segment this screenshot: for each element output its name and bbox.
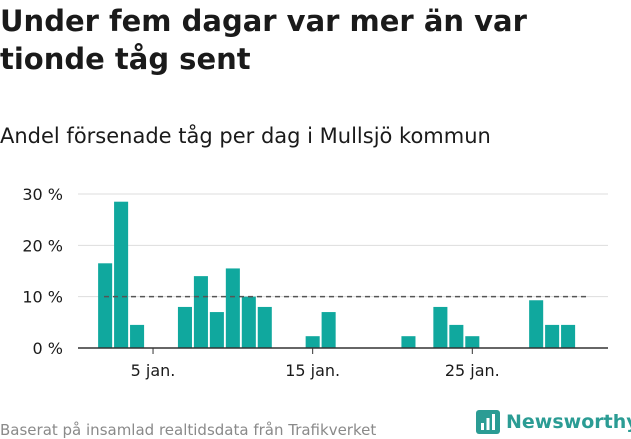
y-tick-label: 30 % [22, 185, 63, 204]
bar [449, 324, 464, 348]
bar [114, 201, 129, 348]
bar [401, 336, 416, 348]
chart-title: Under fem dagar var mer än var tionde tå… [0, 4, 527, 76]
y-tick-label: 10 % [22, 288, 63, 307]
x-tick-label: 15 jan. [285, 361, 340, 380]
x-tick-label: 5 jan. [131, 361, 176, 380]
chart-subtitle: Andel försenade tåg per dag i Mullsjö ko… [0, 124, 491, 148]
bar [257, 306, 272, 348]
bar [529, 300, 544, 348]
bar [305, 336, 320, 348]
bar [98, 263, 113, 348]
brand-logo: Newsworthy [476, 408, 631, 436]
source-note: Baserat på insamlad realtidsdata från Tr… [0, 421, 377, 439]
bar [433, 306, 448, 348]
bar [241, 296, 256, 348]
brand-name: Newsworthy [506, 411, 631, 433]
y-tick-label: 0 % [33, 339, 63, 358]
bar [209, 312, 224, 348]
bar [561, 324, 576, 348]
bar [130, 324, 145, 348]
bar [177, 306, 192, 348]
bar [545, 324, 560, 348]
newsworthy-logo-icon [476, 410, 500, 434]
bar [225, 268, 240, 348]
bar [465, 336, 480, 348]
bar-chart: 0 % 10 % 20 % 30 % 5 jan. 15 jan. 25 jan. [22, 185, 608, 380]
x-tick-label: 25 jan. [445, 361, 500, 380]
y-tick-label: 20 % [22, 236, 63, 255]
bar [321, 312, 336, 348]
bar [193, 276, 208, 348]
